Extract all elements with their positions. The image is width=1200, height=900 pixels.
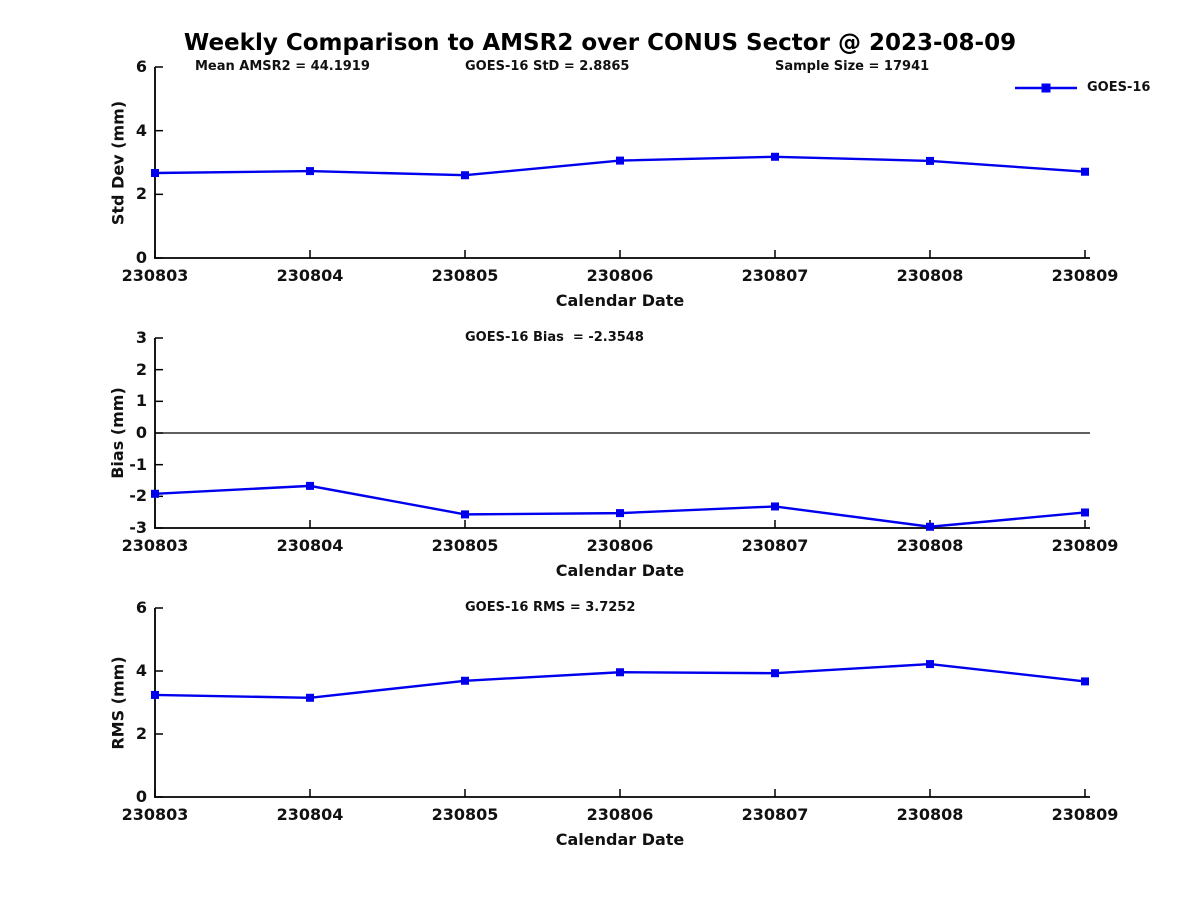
data-point-marker bbox=[1081, 508, 1089, 517]
data-point-marker bbox=[1081, 677, 1089, 686]
x-tick-label: 230804 bbox=[276, 805, 344, 824]
x-tick-label: 230803 bbox=[121, 536, 189, 555]
x-tick-label: 230808 bbox=[896, 266, 964, 285]
data-point-marker bbox=[771, 669, 779, 678]
y-tick-label: 3 bbox=[135, 328, 147, 347]
x-axis-title: Calendar Date bbox=[555, 291, 685, 310]
data-point-marker bbox=[616, 156, 624, 165]
x-axis-title: Calendar Date bbox=[555, 830, 685, 849]
y-axis-title: RMS (mm) bbox=[108, 655, 127, 750]
y-axis-title: Std Dev (mm) bbox=[108, 100, 127, 225]
stat-annotation: GOES-16 RMS = 3.7252 bbox=[465, 600, 636, 615]
data-point-marker bbox=[771, 502, 779, 511]
data-point-marker bbox=[151, 690, 159, 699]
data-point-marker bbox=[926, 522, 934, 531]
data-point-marker bbox=[461, 676, 469, 685]
x-tick-label: 230808 bbox=[896, 805, 964, 824]
data-point-marker bbox=[771, 152, 779, 161]
x-tick-label: 230806 bbox=[586, 536, 654, 555]
x-axis-title: Calendar Date bbox=[555, 561, 685, 580]
data-point-marker bbox=[151, 169, 159, 178]
data-point-marker bbox=[926, 660, 934, 669]
x-tick-label: 230809 bbox=[1051, 805, 1119, 824]
x-tick-label: 230809 bbox=[1051, 536, 1119, 555]
x-tick-label: 230804 bbox=[276, 266, 344, 285]
x-tick-label: 230808 bbox=[896, 536, 964, 555]
y-tick-label: 2 bbox=[135, 184, 147, 204]
data-point-marker bbox=[461, 510, 469, 519]
x-tick-label: 230804 bbox=[276, 536, 344, 555]
x-tick-label: 230809 bbox=[1051, 266, 1119, 285]
x-tick-label: 230805 bbox=[431, 536, 499, 555]
y-tick-label: -3 bbox=[129, 518, 147, 537]
data-point-marker bbox=[151, 489, 159, 498]
y-axis-title: Bias (mm) bbox=[108, 387, 127, 479]
x-tick-label: 230807 bbox=[741, 805, 809, 824]
x-tick-label: 230807 bbox=[741, 266, 809, 285]
x-tick-label: 230803 bbox=[121, 266, 189, 285]
data-point-marker bbox=[306, 167, 314, 176]
data-point-marker bbox=[926, 156, 934, 165]
y-tick-label: 1 bbox=[135, 391, 147, 411]
data-point-marker bbox=[306, 693, 314, 702]
y-tick-label: -2 bbox=[129, 486, 147, 506]
data-point-marker bbox=[616, 509, 624, 518]
legend-marker-sample bbox=[1041, 83, 1051, 93]
legend-label: GOES-16 bbox=[1087, 80, 1151, 95]
stat-annotation: GOES-16 StD = 2.8865 bbox=[465, 59, 630, 74]
y-tick-label: 0 bbox=[135, 423, 147, 442]
data-point-marker bbox=[616, 668, 624, 677]
y-tick-label: 2 bbox=[135, 359, 147, 379]
y-tick-label: 2 bbox=[135, 724, 147, 743]
y-tick-label: 0 bbox=[135, 248, 147, 267]
stat-annotation: GOES-16 Bias = -2.3548 bbox=[465, 330, 644, 345]
x-tick-label: 230806 bbox=[586, 266, 654, 285]
x-tick-label: 230806 bbox=[586, 805, 654, 824]
stat-annotation: Sample Size = 17941 bbox=[775, 59, 930, 74]
y-tick-label: 6 bbox=[135, 598, 147, 617]
x-tick-label: 230807 bbox=[741, 536, 809, 555]
stat-annotation: Mean AMSR2 = 44.1919 bbox=[195, 59, 370, 74]
x-tick-label: 230805 bbox=[431, 266, 499, 285]
y-tick-label: 4 bbox=[135, 120, 147, 140]
x-tick-label: 230805 bbox=[431, 805, 499, 824]
y-tick-label: 6 bbox=[135, 57, 147, 76]
y-tick-label: -1 bbox=[129, 454, 147, 474]
y-tick-label: 0 bbox=[135, 787, 147, 806]
x-tick-label: 230803 bbox=[121, 805, 189, 824]
data-point-marker bbox=[1081, 167, 1089, 176]
data-point-marker bbox=[461, 171, 469, 180]
y-tick-label: 4 bbox=[135, 661, 147, 680]
data-point-marker bbox=[306, 481, 314, 490]
figure-title: Weekly Comparison to AMSR2 over CONUS Se… bbox=[183, 30, 1017, 56]
